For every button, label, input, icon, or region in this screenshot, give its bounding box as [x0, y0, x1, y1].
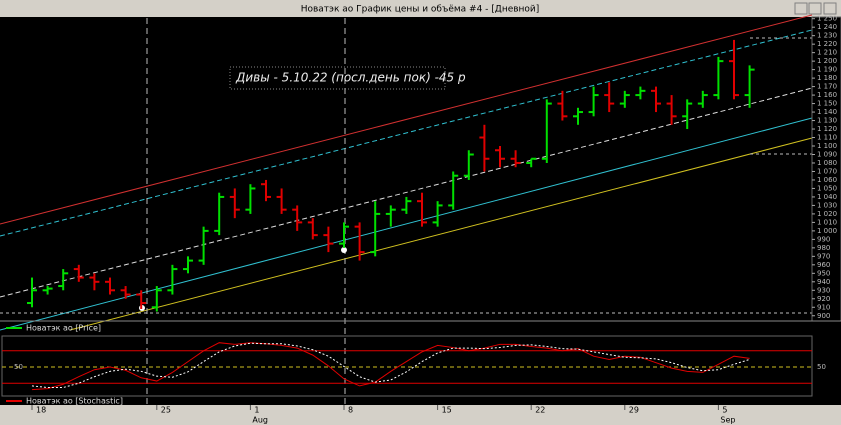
- y-tick-label: 1 070: [817, 167, 837, 175]
- time-axis: [0, 405, 841, 425]
- y-tick-label: 990: [817, 235, 830, 243]
- y-tick-label: 1 120: [817, 125, 837, 133]
- y-tick-label: 1 230: [817, 32, 837, 40]
- channel-lines: [0, 14, 813, 405]
- x-tick-label: 18: [36, 406, 46, 415]
- y-tick-label: 1 240: [817, 23, 837, 31]
- y-tick-label: 1 080: [817, 159, 837, 167]
- window-title: Новатэк ао График цены и объёма #4 - [Дн…: [301, 5, 540, 15]
- y-tick-label: 1 210: [817, 49, 837, 57]
- trend-line: [0, 14, 813, 225]
- y-tick-label: 1 100: [817, 142, 837, 150]
- y-tick-label: 910: [817, 303, 830, 311]
- y-tick-label: 950: [817, 269, 830, 277]
- x-tick-label: 29: [629, 406, 639, 415]
- trend-line: [0, 29, 813, 237]
- y-tick-label: 1 200: [817, 57, 837, 65]
- y-tick-label: 980: [817, 244, 830, 252]
- price-axis: [811, 16, 841, 322]
- y-tick-label: 1 150: [817, 100, 837, 108]
- y-tick-label: 1 030: [817, 201, 837, 209]
- y-tick-label: 1 170: [817, 83, 837, 91]
- x-tick-label: 1: [254, 406, 259, 415]
- annotation-box: [229, 66, 446, 90]
- title-bar: [0, 0, 841, 17]
- y-tick-label: 1 020: [817, 210, 837, 218]
- x-tick-label: 25: [161, 406, 171, 415]
- minimize-button[interactable]: [794, 2, 808, 15]
- point-marker: [341, 247, 347, 253]
- y-tick-label: 1 250: [817, 15, 837, 23]
- y-tick-label: 1 110: [817, 134, 837, 142]
- y-tick-label: 920: [817, 295, 830, 303]
- x-tick-label: 15: [442, 406, 452, 415]
- trend-line: [0, 117, 813, 331]
- y-tick-label: 1 220: [817, 40, 837, 48]
- y-tick-label: 1 140: [817, 108, 837, 116]
- y-tick-label: 1 090: [817, 150, 837, 158]
- y-tick-label: 1 130: [817, 117, 837, 125]
- y-tick-label: 1 040: [817, 193, 837, 201]
- y-tick-label: 50: [14, 363, 23, 371]
- y-tick-label: 970: [817, 252, 830, 260]
- y-tick-label: 900: [817, 312, 830, 320]
- y-tick-label: 960: [817, 261, 830, 269]
- y-tick-label: 1 180: [817, 74, 837, 82]
- annotation: Дивы - 5.10.22 (посл.день пок) -45 р: [235, 71, 466, 85]
- x-tick-label: 22: [535, 406, 545, 415]
- month-label: Aug: [252, 416, 268, 425]
- legend-entry: Новатэк ао [Stochastic]: [26, 397, 123, 406]
- trend-line: [69, 137, 813, 331]
- y-tick-label: 1 010: [817, 218, 837, 226]
- stochastic-panel: [1, 335, 813, 397]
- month-label: Sep: [720, 416, 735, 425]
- y-tick-label: 940: [817, 278, 830, 286]
- stochastic-line: [31, 342, 750, 391]
- stochastic-line: [31, 342, 750, 389]
- maximize-button[interactable]: [808, 2, 822, 15]
- trend-line: [0, 87, 813, 298]
- y-tick-label: 1 050: [817, 184, 837, 192]
- close-button[interactable]: [823, 2, 837, 15]
- legend-entry: Новатэк ао [Price]: [26, 324, 101, 333]
- y-tick-label: 930: [817, 286, 830, 294]
- y-tick-label: 50: [817, 363, 826, 371]
- x-tick-label: 8: [348, 406, 353, 415]
- y-tick-label: 1 000: [817, 227, 837, 235]
- y-tick-label: 1 060: [817, 176, 837, 184]
- y-tick-label: 1 190: [817, 66, 837, 74]
- y-tick-label: 1 160: [817, 91, 837, 99]
- x-tick-label: 5: [722, 406, 727, 415]
